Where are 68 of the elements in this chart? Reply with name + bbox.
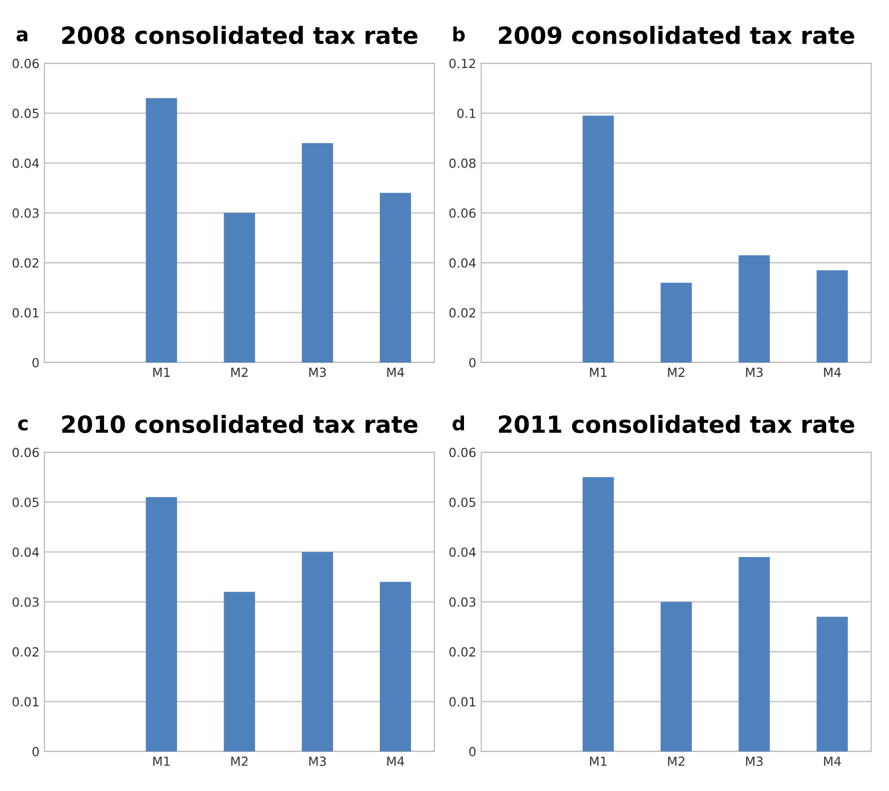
bar xyxy=(816,270,848,362)
y-tick-label: 0.03 xyxy=(12,208,39,218)
y-tick-label: 0.03 xyxy=(12,597,39,607)
y-tick-label: 0.06 xyxy=(12,448,39,458)
bar xyxy=(302,552,334,752)
chart-title: 2011 consolidated tax rate xyxy=(498,414,854,434)
x-tick-label: M1 xyxy=(590,756,606,766)
bar xyxy=(660,602,692,752)
y-tick-label: 0.02 xyxy=(12,647,38,657)
chart-title: 2009 consolidated tax rate xyxy=(498,26,854,44)
y-tick-label: 0.1 xyxy=(457,108,476,118)
bar xyxy=(302,143,334,362)
bar xyxy=(816,616,848,752)
bar xyxy=(224,592,256,752)
y-tick-label: 0.04 xyxy=(12,547,39,557)
x-tick-label: M4 xyxy=(824,368,841,377)
bar xyxy=(224,212,256,362)
bar xyxy=(582,116,614,362)
x-tick-label: M3 xyxy=(746,368,763,378)
y-tick-label: 0.08 xyxy=(449,158,476,168)
y-tick-label: 0.02 xyxy=(12,258,38,268)
bar xyxy=(146,497,178,752)
y-tick-label: 0.01 xyxy=(449,697,476,707)
x-tick-label: M4 xyxy=(824,756,841,766)
bar xyxy=(660,282,692,362)
y-tick-label: 0.06 xyxy=(12,58,39,68)
y-tick-label: 0.06 xyxy=(449,448,476,458)
y-tick-label: 0.02 xyxy=(449,308,476,318)
bar xyxy=(380,582,412,752)
y-tick-label: 0.02 xyxy=(449,647,476,657)
x-tick-label: M2 xyxy=(668,368,684,377)
y-tick-label: 0 xyxy=(469,358,476,368)
y-tick-label: 0 xyxy=(32,358,39,368)
x-tick-label: M4 xyxy=(387,368,404,377)
y-tick-label: 0.05 xyxy=(12,108,38,118)
y-tick-label: 0.03 xyxy=(449,597,476,607)
y-tick-label: 0.04 xyxy=(12,158,39,168)
y-tick-label: 0.01 xyxy=(12,308,38,318)
y-tick-label: 0 xyxy=(32,746,39,756)
bar xyxy=(146,98,178,362)
bar xyxy=(738,556,770,752)
text: b xyxy=(453,26,465,42)
y-tick-label: 0 xyxy=(469,746,476,756)
x-tick-label: M1 xyxy=(590,368,606,377)
x-tick-label: M1 xyxy=(153,368,170,377)
x-tick-label: M2 xyxy=(668,756,684,766)
y-tick-label: 0.01 xyxy=(12,697,38,707)
chart-title: 2008 consolidated tax rate xyxy=(62,26,418,44)
x-tick-label: M3 xyxy=(309,756,326,766)
chart-title: 2010 consolidated tax rate xyxy=(62,414,418,434)
x-tick-label: M3 xyxy=(746,756,763,766)
y-tick-label: 0.06 xyxy=(449,208,476,218)
x-tick-label: M2 xyxy=(231,756,248,766)
x-tick-label: M2 xyxy=(231,368,248,377)
x-tick-label: M3 xyxy=(309,368,326,378)
y-tick-label: 0.12 xyxy=(449,58,476,68)
text: a xyxy=(16,30,28,42)
bar xyxy=(380,192,412,362)
bar xyxy=(582,477,614,752)
y-tick-label: 0.05 xyxy=(449,498,476,508)
text: c xyxy=(18,419,28,431)
y-tick-label: 0.05 xyxy=(12,498,38,508)
bar xyxy=(738,255,770,362)
y-tick-label: 0.04 xyxy=(449,258,476,268)
x-tick-label: M4 xyxy=(387,756,404,766)
x-tick-label: M1 xyxy=(153,756,170,766)
y-tick-label: 0.04 xyxy=(449,547,476,557)
text: d xyxy=(452,415,464,431)
